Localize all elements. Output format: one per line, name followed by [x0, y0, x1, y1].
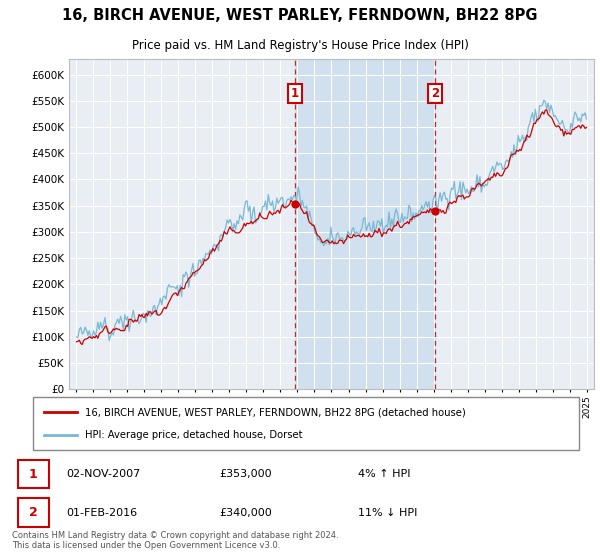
Text: 2: 2: [29, 506, 38, 519]
Text: 1: 1: [290, 87, 299, 100]
Text: 4% ↑ HPI: 4% ↑ HPI: [358, 469, 410, 479]
Text: Price paid vs. HM Land Registry's House Price Index (HPI): Price paid vs. HM Land Registry's House …: [131, 39, 469, 52]
Bar: [295, 59, 435, 389]
Text: £353,000: £353,000: [220, 469, 272, 479]
Text: HPI: Average price, detached house, Dorset: HPI: Average price, detached house, Dors…: [85, 431, 303, 440]
Text: 16, BIRCH AVENUE, WEST PARLEY, FERNDOWN, BH22 8PG (detached house): 16, BIRCH AVENUE, WEST PARLEY, FERNDOWN,…: [85, 407, 466, 417]
FancyBboxPatch shape: [18, 498, 49, 527]
Text: 1: 1: [29, 468, 38, 480]
Text: £340,000: £340,000: [220, 507, 272, 517]
Text: 2: 2: [431, 87, 439, 100]
Text: 02-NOV-2007: 02-NOV-2007: [67, 469, 141, 479]
Text: 01-FEB-2016: 01-FEB-2016: [67, 507, 138, 517]
FancyBboxPatch shape: [33, 397, 579, 450]
FancyBboxPatch shape: [18, 460, 49, 488]
Text: 16, BIRCH AVENUE, WEST PARLEY, FERNDOWN, BH22 8PG: 16, BIRCH AVENUE, WEST PARLEY, FERNDOWN,…: [62, 8, 538, 24]
Text: 11% ↓ HPI: 11% ↓ HPI: [358, 507, 417, 517]
Text: Contains HM Land Registry data © Crown copyright and database right 2024.
This d: Contains HM Land Registry data © Crown c…: [12, 531, 338, 550]
